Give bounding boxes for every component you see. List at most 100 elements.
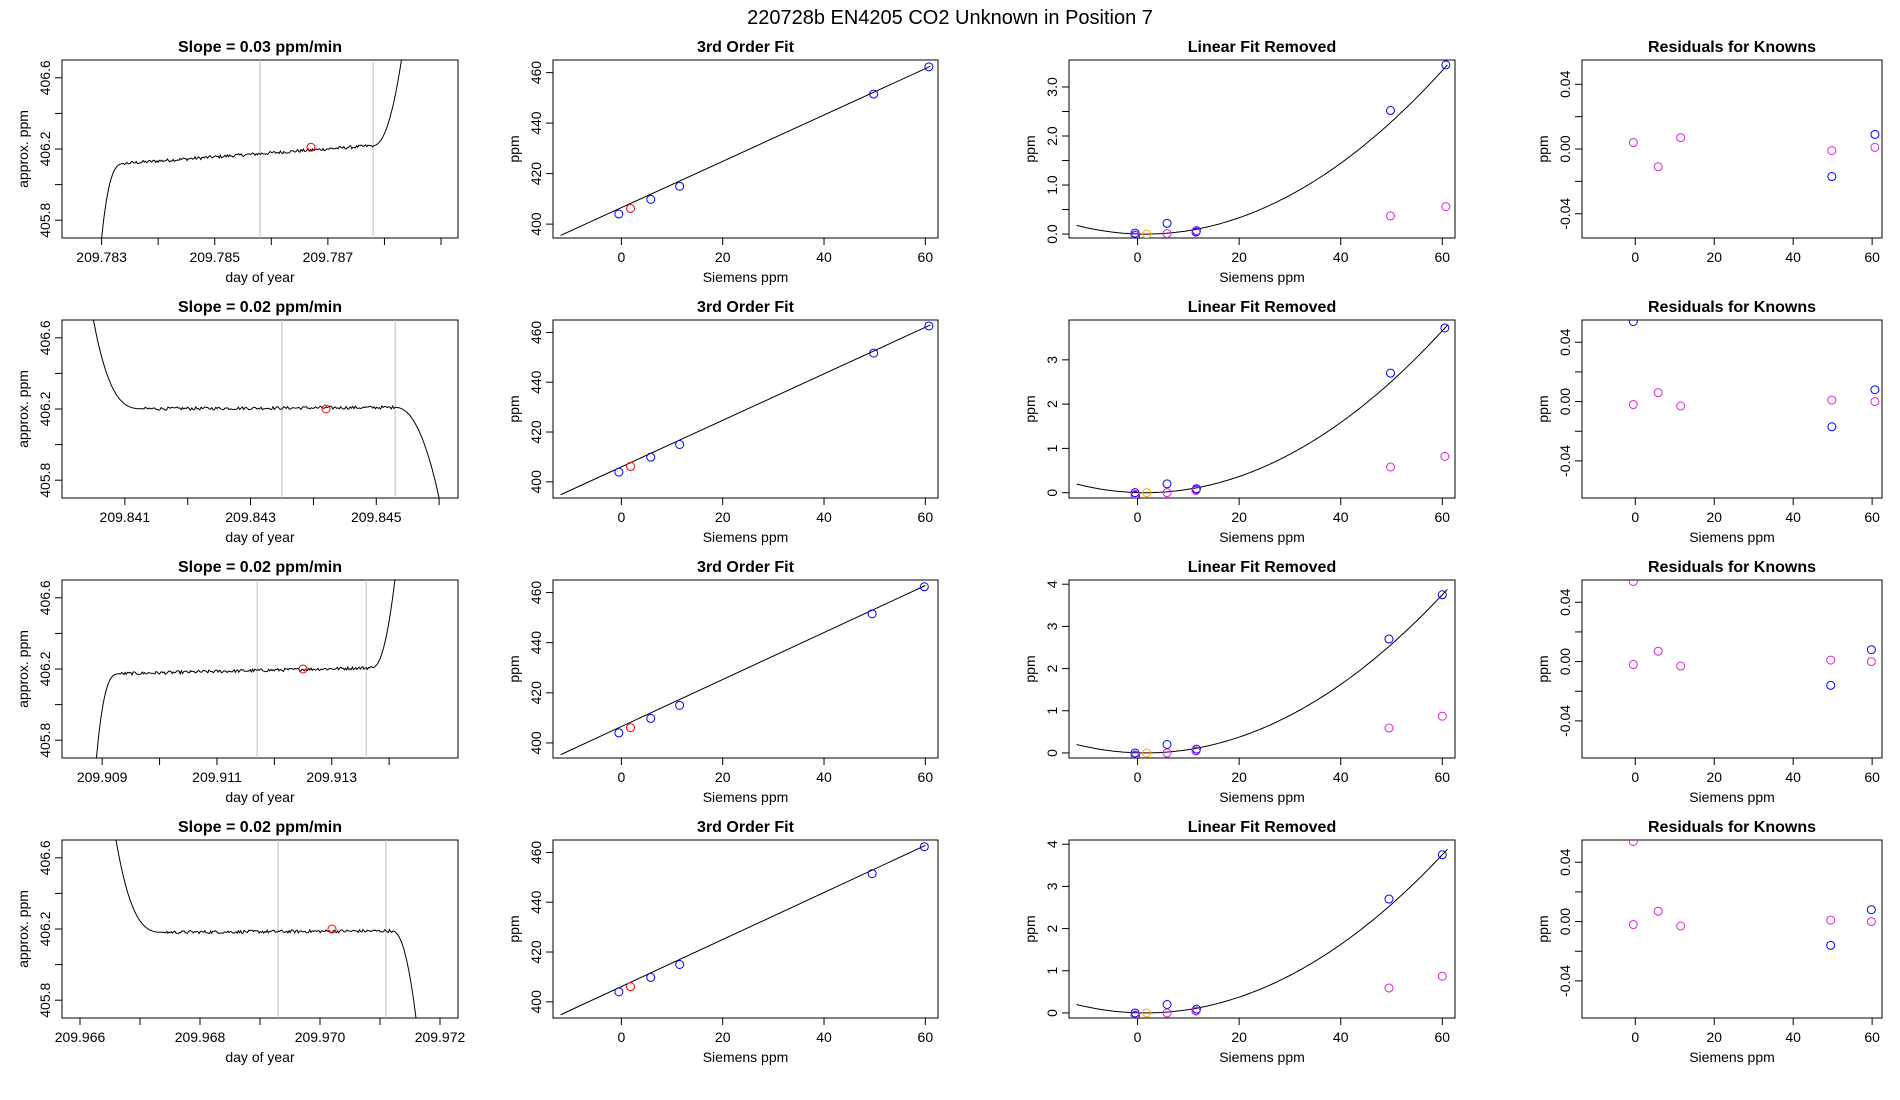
- r0c2-point: [1191, 226, 1201, 236]
- r1c3-point: [1827, 422, 1837, 432]
- r2c2-xtick-label: 60: [1435, 769, 1451, 785]
- r3c3-xtick-label: 40: [1785, 1029, 1801, 1045]
- r3c0-xtick-label: 209.966: [55, 1029, 106, 1045]
- r3c2-ytick-label: 3: [1044, 882, 1060, 890]
- r1c2-ytick-label: 2: [1044, 400, 1060, 408]
- panel-linrem-2: Linear Fit Removed 0 20 40 60 0 1 2 3 4 Siemens pp…: [1022, 559, 1456, 805]
- r3c2-ytick-label: 0: [1044, 1009, 1060, 1017]
- r0c2-ylabel: ppm: [1022, 135, 1038, 162]
- r2c3-frame: [1581, 579, 1883, 759]
- r1c2-xtick-label: 20: [1231, 509, 1247, 525]
- r1c1-plot-area: [560, 321, 934, 496]
- r0c1-ytick-label: 420: [528, 162, 544, 186]
- panel-fit-0: 3rd Order Fit 0 20 40 60 400 420 440 460 Siemens …: [506, 39, 939, 285]
- r0c2-frame: [1068, 59, 1456, 239]
- r0c1-xtick-label: 60: [918, 249, 934, 265]
- r0c0-xlabel: day of year: [225, 269, 295, 285]
- r2c1-ytick-label: 440: [528, 631, 544, 655]
- panel-trace-1: Slope = 0.02 ppm/min 209.841 209.843 209.84…: [15, 299, 459, 545]
- r0c2-title: Linear Fit Removed: [1188, 39, 1336, 56]
- r1c0-ylabel: approx. ppm: [15, 370, 31, 448]
- r2c0-ytick-label: 406.2: [37, 651, 53, 686]
- r3c2-frame: [1068, 839, 1456, 1019]
- r1c2-ytick-label: 1: [1044, 444, 1060, 452]
- r2c1-xtick-label: 60: [918, 769, 934, 785]
- r3c3-point: [1653, 906, 1663, 916]
- r3c1-title: 3rd Order Fit: [697, 819, 795, 836]
- r2c1-xtick-label: 0: [617, 769, 625, 785]
- r1c3-point: [1870, 397, 1880, 407]
- r1c1-xtick-label: 60: [918, 509, 934, 525]
- r2c1-ytick-label: 400: [528, 731, 544, 755]
- r2c2-xtick-label: 20: [1231, 769, 1247, 785]
- r0c2-point: [1385, 106, 1395, 116]
- r3c2-xtick-label: 0: [1134, 1029, 1142, 1045]
- r3c1-ytick-label: 440: [528, 890, 544, 914]
- r0c1-point: [924, 62, 934, 72]
- r1c3-point: [1870, 385, 1880, 395]
- r0c2-ytick-label: 3.0: [1044, 77, 1060, 97]
- r1c1-ytick-label: 400: [528, 470, 544, 494]
- r3c3-xtick-label: 20: [1706, 1029, 1722, 1045]
- r2c1-xtick-label: 20: [715, 769, 731, 785]
- r0c2-point: [1142, 229, 1152, 238]
- r1c0-plot-area: [92, 320, 440, 498]
- r0c3-point: [1870, 129, 1880, 139]
- r1c1-ytick-label: 460: [528, 321, 544, 345]
- r3c3-point: [1628, 840, 1638, 846]
- r3c2-ytick-label: 1: [1044, 967, 1060, 975]
- r0c1-xlabel: Siemens ppm: [703, 269, 789, 285]
- r3c3-point: [1866, 905, 1876, 915]
- r3c0-xtick-label: 209.972: [415, 1029, 466, 1045]
- r0c3-ylabel: ppm: [1535, 135, 1551, 162]
- r0c2-point: [1441, 202, 1451, 212]
- r2c3-point: [1628, 660, 1638, 670]
- panel-resid-0: Residuals for Knowns 0 20 40 60 -0.04 0.00 0.04…: [1535, 39, 1883, 265]
- panel-trace-0: Slope = 0.03 ppm/min 209.783 209.785 209.78…: [15, 39, 459, 285]
- r3c1-xtick-label: 60: [918, 1029, 934, 1045]
- r1c3-ytick-label: 0.00: [1557, 388, 1573, 415]
- r1c1-ytick-label: 420: [528, 420, 544, 444]
- r1c3-frame: [1581, 319, 1883, 499]
- r1c1-xtick-label: 0: [617, 509, 625, 525]
- r3c2-ytick-label: 4: [1044, 840, 1060, 848]
- r0c3-point: [1827, 172, 1837, 182]
- r3c1-xtick-label: 0: [617, 1029, 625, 1045]
- r0c2-xlabel: Siemens ppm: [1219, 269, 1305, 285]
- r2c3-xtick-label: 60: [1864, 769, 1880, 785]
- r1c2-point: [1191, 485, 1201, 495]
- r2c2-ytick-label: 0: [1044, 749, 1060, 757]
- r0c1-ylabel: ppm: [506, 135, 522, 162]
- r2c2-title: Linear Fit Removed: [1188, 559, 1336, 576]
- r1c1-title: 3rd Order Fit: [697, 299, 795, 316]
- r0c0-xtick-label: 209.787: [303, 249, 354, 265]
- r0c1-point: [869, 89, 879, 99]
- r0c2-plot-area: [1076, 60, 1451, 238]
- r3c1-point: [867, 869, 877, 879]
- r2c2-point: [1162, 748, 1172, 758]
- r1c1-ytick-label: 440: [528, 370, 544, 394]
- r0c1-xtick-label: 40: [816, 249, 832, 265]
- r2c3-point: [1628, 580, 1638, 586]
- r1c2-plot-area: [1076, 323, 1450, 498]
- r3c0-xtick-label: 209.970: [295, 1029, 346, 1045]
- r0c3-point: [1628, 138, 1638, 148]
- r2c3-ytick-label: 0.04: [1557, 588, 1573, 615]
- r0c0-xtick-label: 209.785: [189, 249, 240, 265]
- r2c3-ytick-label: 0.00: [1557, 648, 1573, 675]
- r3c2-point: [1384, 983, 1394, 993]
- r0c1-title: 3rd Order Fit: [697, 39, 795, 56]
- r0c1-xtick-label: 0: [617, 249, 625, 265]
- r1c0-trace-line: [92, 320, 440, 498]
- r3c3-plot-area: [1628, 840, 1876, 950]
- r0c1-ytick-label: 400: [528, 212, 544, 236]
- r3c2-point: [1142, 1008, 1152, 1018]
- r3c0-trace-line: [115, 840, 417, 1018]
- r3c1-xtick-label: 40: [816, 1029, 832, 1045]
- r2c1-title: 3rd Order Fit: [697, 559, 795, 576]
- r1c1-point: [646, 452, 656, 462]
- r1c3-ytick-label: 0.04: [1557, 328, 1573, 355]
- r0c2-ytick-label: 1.0: [1044, 175, 1060, 195]
- r1c2-frame: [1068, 319, 1456, 499]
- r2c3-point: [1653, 646, 1663, 656]
